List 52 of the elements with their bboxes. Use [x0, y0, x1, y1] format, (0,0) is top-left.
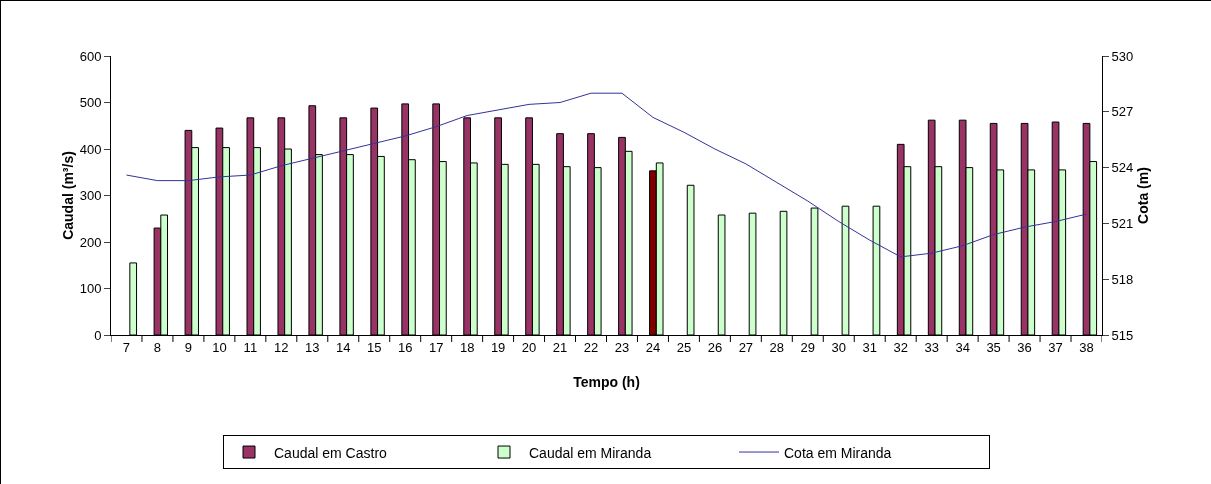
x-tick-label: 21: [552, 339, 568, 355]
x-tick-label: 33: [924, 339, 939, 355]
x-tick-label: 38: [1079, 339, 1094, 355]
legend-label: Cota em Miranda: [784, 444, 892, 461]
x-tick-label: 22: [583, 339, 599, 355]
x-tick-label: 37: [1048, 339, 1063, 355]
x-tick-label: 24: [645, 339, 661, 355]
y2-tick-label: 518: [1111, 271, 1134, 287]
y2-tick-label: 524: [1111, 160, 1134, 176]
x-tick-label: 28: [769, 339, 785, 355]
y-tick-label: 300: [79, 188, 102, 204]
x-tick-label: 30: [831, 339, 846, 355]
x-tick-label: 9: [184, 339, 193, 355]
x-tick-label: 16: [397, 339, 413, 355]
x-tick-label: 11: [243, 339, 258, 355]
y-tick-label: 500: [79, 95, 102, 111]
x-tick-label: 26: [707, 339, 723, 355]
x-tick-label: 15: [367, 339, 382, 355]
x-tick-label: 36: [1017, 339, 1032, 355]
x-tick-label: 14: [336, 339, 351, 355]
x-tick-label: 19: [490, 339, 506, 355]
y-tick-label: 0: [94, 327, 102, 343]
legend-label: Caudal em Castro: [274, 444, 388, 461]
x-tick-label: 7: [122, 339, 131, 355]
x-tick-label: 31: [862, 339, 877, 355]
y2-tick-label: 521: [1111, 215, 1134, 231]
x-tick-label: 12: [274, 339, 289, 355]
x-tick-label: 10: [212, 339, 227, 355]
x-tick-label: 32: [893, 339, 908, 355]
y-tick-label: 600: [79, 48, 102, 64]
x-tick-label: 18: [459, 339, 475, 355]
y-tick-label: 100: [79, 281, 102, 297]
x-tick-label: 20: [521, 339, 537, 355]
y-tick-label: 400: [79, 141, 102, 157]
x-tick-label: 27: [738, 339, 754, 355]
x-tick-label: 25: [676, 339, 692, 355]
y2-tick-label: 527: [1111, 104, 1134, 120]
y-tick-label: 200: [79, 234, 102, 250]
x-tick-label: 13: [305, 339, 320, 355]
y-axis-title: Caudal (m³/s): [60, 151, 76, 240]
legend-label: Caudal em Miranda: [529, 444, 652, 461]
x-tick-label: 35: [986, 339, 1001, 355]
line-series: [125, 92, 1088, 258]
x-tick-label: 17: [428, 339, 444, 355]
y2-tick-label: 530: [1111, 48, 1134, 64]
x-axis-title: Tempo (h): [573, 374, 640, 390]
x-tick-label: 23: [614, 339, 630, 355]
x-tick-label: 8: [153, 339, 162, 355]
y2-axis-title: Cota (m): [1135, 167, 1152, 224]
x-tick-label: 29: [800, 339, 816, 355]
y2-tick-label: 515: [1111, 327, 1134, 343]
x-tick-label: 34: [955, 339, 970, 355]
